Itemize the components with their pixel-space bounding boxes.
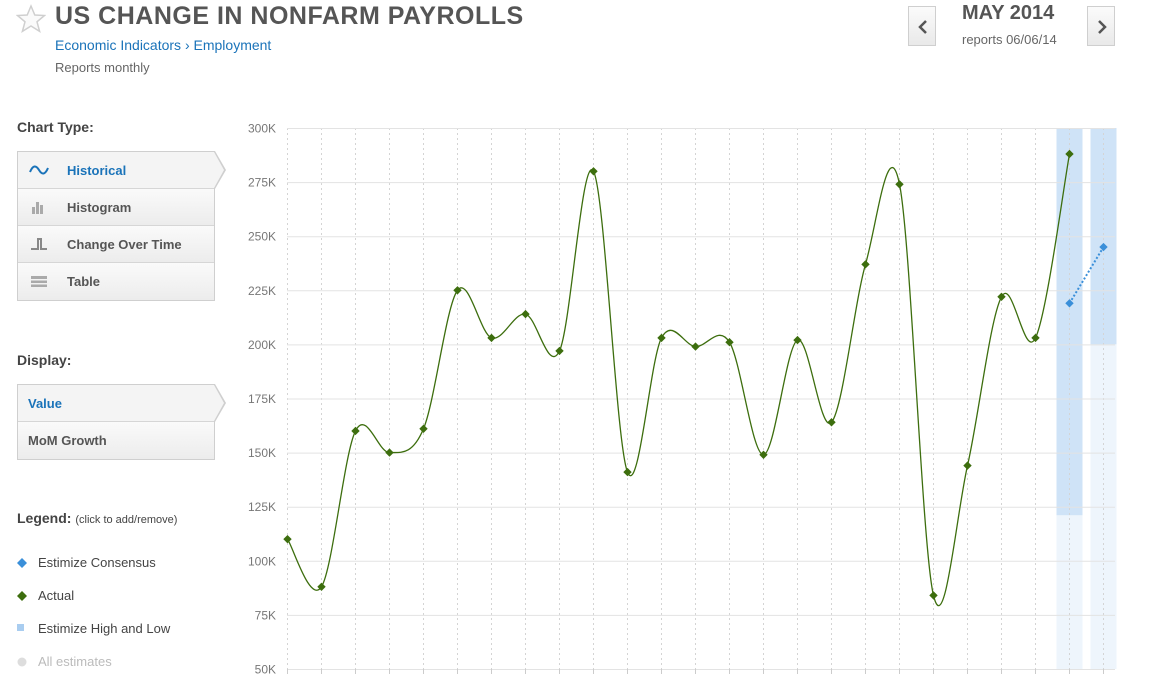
display-mom-growth-label: MoM Growth xyxy=(28,433,107,448)
y-tick-label: 275K xyxy=(248,176,276,190)
table-icon xyxy=(31,276,47,287)
y-tick-label: 175K xyxy=(248,392,276,406)
chart-type-historical[interactable]: Historical xyxy=(18,151,226,189)
display-mom-growth[interactable]: MoM Growth xyxy=(18,422,214,459)
payrolls-chart: 50K 75K 100K 125K 150K 175K 200K 225K 250K 275K 30… xyxy=(248,122,1117,677)
bar-chart-icon xyxy=(32,202,43,214)
actual-point xyxy=(793,335,802,345)
actual-series-line xyxy=(286,153,1071,606)
legend-all-estimates-label: All estimates xyxy=(38,654,112,669)
y-tick-label: 75K xyxy=(255,608,276,622)
period-title: MAY 2014 xyxy=(962,2,1055,24)
page-title: US CHANGE IN NONFARM PAYROLLS xyxy=(55,2,524,30)
legend-estimize-high-low-label: Estimize High and Low xyxy=(38,621,171,636)
report-date: reports 06/06/14 xyxy=(962,32,1057,47)
y-tick-label: 100K xyxy=(248,554,276,568)
circle-icon xyxy=(17,657,27,667)
actual-point xyxy=(725,338,734,347)
chevron-left-icon xyxy=(918,20,927,34)
breadcrumb-economic-indicators[interactable]: Economic Indicators xyxy=(55,37,182,53)
y-tick-label: 125K xyxy=(248,500,276,514)
legend-title: Legend: xyxy=(17,510,72,526)
actual-point xyxy=(691,342,700,351)
square-icon xyxy=(17,624,24,631)
actual-point xyxy=(759,450,768,459)
legend-hint: (click to add/remove) xyxy=(75,514,178,526)
actual-point xyxy=(283,534,292,544)
star-icon[interactable] xyxy=(16,4,46,34)
chart-type-table[interactable]: Table xyxy=(18,263,214,300)
actual-point xyxy=(929,591,938,600)
actual-point xyxy=(1031,333,1040,343)
actual-point xyxy=(555,346,564,356)
diamond-icon xyxy=(17,591,27,601)
legend-actual-label: Actual xyxy=(38,588,75,603)
y-tick-label: 50K xyxy=(255,663,276,677)
chart-type-histogram[interactable]: Histogram xyxy=(18,189,214,226)
y-tick-label: 150K xyxy=(248,446,276,460)
report-frequency: Reports monthly xyxy=(55,60,150,75)
next-period-button[interactable] xyxy=(1087,6,1115,46)
step-icon xyxy=(31,238,47,250)
y-tick-label: 200K xyxy=(248,338,276,352)
consensus-series-line xyxy=(1068,246,1105,304)
y-tick-label: 225K xyxy=(248,284,276,298)
actual-point xyxy=(487,333,496,343)
actual-point xyxy=(895,180,904,189)
active-arrow xyxy=(214,384,226,422)
chart-type-historical-label: Historical xyxy=(67,163,127,178)
actual-point xyxy=(317,582,326,591)
chevron-right-icon xyxy=(1098,20,1107,34)
y-tick-label: 300K xyxy=(248,122,276,136)
actual-point xyxy=(351,426,360,436)
actual-point xyxy=(657,333,666,343)
legend-label: Legend: (click to add/remove) xyxy=(17,510,177,526)
display-value-label: Value xyxy=(28,396,62,411)
chart-type-group: Historical Histogram Change Over Time Ta… xyxy=(17,151,226,301)
display-group: Value MoM Growth xyxy=(17,384,226,460)
actual-point xyxy=(997,292,1006,301)
chart-type-change-over-time[interactable]: Change Over Time xyxy=(18,226,214,263)
actual-point xyxy=(385,448,394,457)
actual-point xyxy=(623,467,632,477)
breadcrumb-employment[interactable]: Employment xyxy=(193,37,272,53)
previous-period-button[interactable] xyxy=(908,6,936,46)
consensus-point xyxy=(1065,299,1074,308)
active-arrow xyxy=(214,151,226,189)
actual-point xyxy=(453,286,462,295)
diamond-icon xyxy=(17,558,27,568)
chart-type-table-label: Table xyxy=(67,274,100,289)
wave-icon xyxy=(29,165,49,175)
chart-type-label: Chart Type: xyxy=(17,119,94,135)
y-tick-label: 250K xyxy=(248,230,276,244)
chart-type-change-over-time-label: Change Over Time xyxy=(67,237,182,252)
actual-point xyxy=(827,418,836,427)
actual-point xyxy=(1065,149,1074,159)
breadcrumb: Economic Indicators › Employment xyxy=(55,37,271,53)
display-value[interactable]: Value xyxy=(18,384,226,422)
actual-point xyxy=(419,424,428,433)
actual-point xyxy=(521,309,530,319)
actual-point xyxy=(589,167,598,176)
display-label: Display: xyxy=(17,352,72,368)
consensus-point xyxy=(1099,242,1108,252)
chart-type-histogram-label: Histogram xyxy=(67,200,132,215)
breadcrumb-separator: › xyxy=(184,37,190,53)
actual-point xyxy=(963,461,972,470)
estimate-range-bar xyxy=(1056,128,1083,516)
actual-point xyxy=(861,260,870,269)
legend-estimize-consensus-label: Estimize Consensus xyxy=(38,555,156,570)
